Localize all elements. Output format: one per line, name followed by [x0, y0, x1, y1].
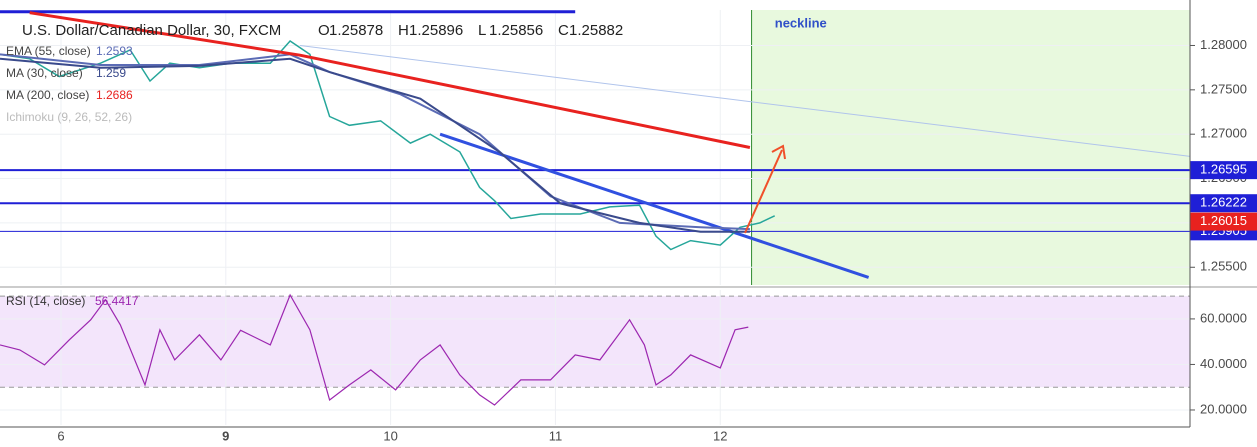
zone — [751, 10, 1190, 285]
chart-title: U.S. Dollar/Canadian Dollar, 30, FXCM — [22, 22, 281, 39]
y-tick-label: 1.28000 — [1200, 37, 1247, 52]
level-label: 1.26222 — [1200, 195, 1247, 210]
legend-name: EMA (55, close) — [6, 44, 91, 58]
legend-name: MA (30, close) — [6, 66, 83, 80]
series-line — [0, 57, 750, 233]
trendline — [439, 132, 870, 279]
ohlc-value: 1.25882 — [569, 22, 623, 39]
legend-name: Ichimoku (9, 26, 52, 26) — [6, 110, 132, 124]
series-line — [29, 11, 751, 149]
y-tick-label: 40.0000 — [1200, 356, 1247, 371]
y-tick-label: 1.25500 — [1200, 259, 1247, 274]
level-tag — [1190, 161, 1257, 180]
ohlc-value: 1.25856 — [489, 22, 543, 39]
ohlc-key: O — [318, 22, 330, 39]
x-tick-label: 12 — [713, 428, 727, 443]
y-tick-label: 20.0000 — [1200, 401, 1247, 416]
legend-value: 1.2686 — [96, 88, 133, 102]
ohlc-key: H — [398, 22, 409, 39]
x-tick-label: 11 — [549, 428, 563, 443]
rsi-value: 56.4417 — [95, 294, 139, 308]
rsi-label: RSI (14, close) — [6, 294, 85, 308]
y-tick-label: 60.0000 — [1200, 310, 1247, 325]
last-price-label: 1.26015 — [1200, 213, 1247, 228]
series-line — [0, 40, 776, 251]
ohlc-key: C — [558, 22, 569, 39]
x-tick-label: 10 — [383, 428, 397, 443]
y-tick-label: 1.27000 — [1200, 126, 1247, 141]
ohlc-value: 1.25878 — [329, 22, 383, 39]
zone-label: neckline — [775, 15, 827, 30]
legend-value: 1.2593 — [96, 44, 133, 58]
ohlc-key: L — [478, 22, 486, 39]
x-tick-label: 9 — [222, 428, 229, 443]
y-tick-label: 1.27500 — [1200, 81, 1247, 96]
ohlc-value: 1.25896 — [409, 22, 463, 39]
arrow-head — [771, 144, 786, 160]
level-label: 1.26595 — [1200, 162, 1247, 177]
rsi-band — [0, 296, 1190, 388]
legend-value: 1.259 — [96, 66, 126, 80]
level-tag — [1190, 194, 1257, 213]
x-tick-label: 6 — [57, 428, 64, 443]
last-price-tag — [1190, 212, 1257, 231]
trendline — [299, 45, 1191, 157]
arrow — [744, 149, 783, 234]
rsi-line — [0, 293, 749, 406]
legend-name: MA (200, close) — [6, 88, 89, 102]
